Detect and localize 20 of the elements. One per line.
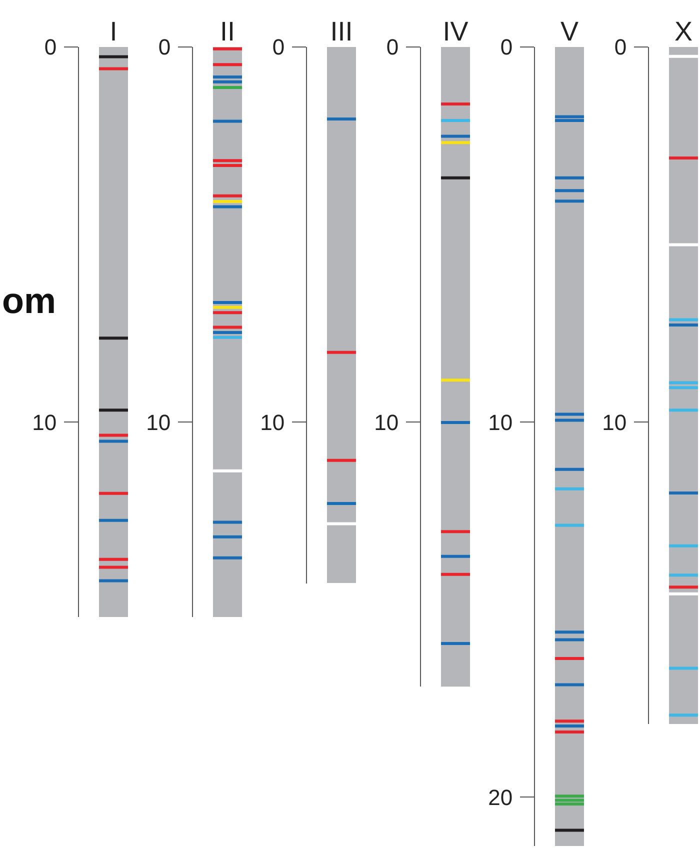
y-tick-label: 10 <box>146 410 171 435</box>
x-tick-label: X <box>674 16 693 47</box>
y-tick-label: 20 <box>488 784 513 810</box>
y-tick-label: 0 <box>614 34 627 60</box>
x-tick-label: IV <box>442 16 468 47</box>
y-tick-label: 0 <box>386 34 399 60</box>
y-tick-label: 0 <box>44 34 57 60</box>
y-tick-label: 10 <box>602 410 627 435</box>
y-tick-label: 0 <box>158 34 171 60</box>
y-tick-label: 10 <box>488 410 513 435</box>
x-tick-label: III <box>330 16 353 47</box>
x-tick-label: II <box>220 16 236 47</box>
x-tick-label: I <box>110 16 118 47</box>
y-tick-label: 10 <box>260 410 285 435</box>
annotation: om <box>2 280 56 321</box>
y-tick-label: 10 <box>374 410 399 435</box>
y-tick-label: 10 <box>32 410 57 435</box>
y-tick-label: 0 <box>272 34 285 60</box>
y-tick-label: 0 <box>500 34 513 60</box>
x-tick-label: V <box>560 16 579 47</box>
